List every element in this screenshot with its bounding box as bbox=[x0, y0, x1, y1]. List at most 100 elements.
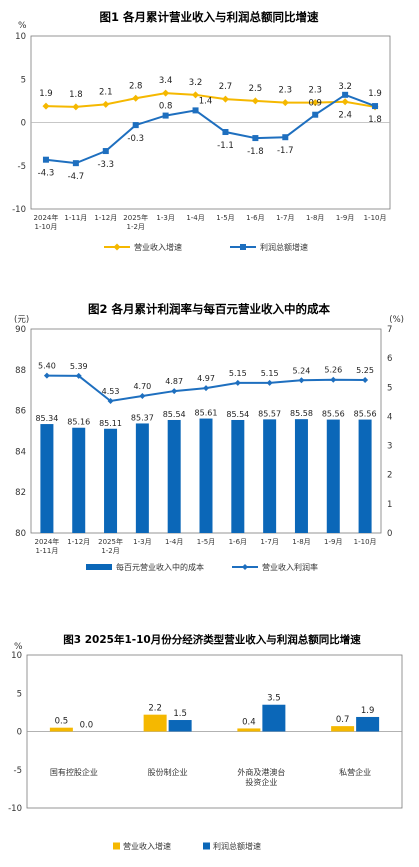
chart-1-data-point bbox=[132, 122, 139, 129]
chart-3-bar-label: 3.5 bbox=[267, 694, 281, 704]
chart-1-data-point bbox=[222, 129, 229, 136]
chart-3-bar bbox=[356, 716, 380, 732]
chart-1-legend-label: 利润总额增速 bbox=[260, 242, 308, 252]
chart-1-data-label: 2.5 bbox=[249, 84, 263, 94]
chart-1-data-label: 2.3 bbox=[279, 86, 293, 96]
chart-2-bar-label: 85.11 bbox=[99, 419, 122, 428]
chart-2-x-tick-label: 1-4月 bbox=[165, 538, 183, 546]
chart-2-left-tick-label: 88 bbox=[15, 366, 26, 376]
chart-2-bar bbox=[326, 419, 340, 533]
chart-1-data-label: 2.7 bbox=[219, 82, 233, 92]
chart-1-x-tick-label: 1-7月 bbox=[276, 214, 294, 222]
chart-2-legend-label: 营业收入利润率 bbox=[262, 562, 318, 572]
chart-1-data-label: 2.8 bbox=[129, 81, 143, 91]
chart-2-left-unit: (元) bbox=[14, 315, 29, 325]
chart-2-bar bbox=[40, 424, 54, 533]
chart-2-x-tick-label: 1-5月 bbox=[197, 538, 215, 546]
chart-2-line-point bbox=[330, 376, 337, 383]
chart-2-bar-label: 85.56 bbox=[354, 410, 377, 419]
chart-1-x-tick-label: 2025年 bbox=[123, 213, 148, 222]
chart-3-legend-label: 营业收入增速 bbox=[123, 841, 171, 851]
chart-3-bar bbox=[262, 704, 286, 732]
chart-1-data-label: 0.8 bbox=[159, 102, 173, 112]
chart-3-bar-label: 2.2 bbox=[148, 704, 162, 714]
chart-2-bar-label: 85.57 bbox=[258, 409, 281, 418]
chart-2-line-point bbox=[171, 388, 178, 395]
chart-1-data-point bbox=[72, 103, 80, 111]
chart-1-data-point bbox=[282, 134, 289, 141]
chart-2-bar bbox=[72, 427, 86, 533]
chart-1-data-label: 2.3 bbox=[308, 86, 322, 96]
chart-1-x-tick-label: 1-12月 bbox=[94, 214, 117, 222]
chart-2-bar-label: 85.54 bbox=[226, 410, 249, 419]
chart-2-line-point bbox=[298, 377, 305, 384]
chart-1-y-tick-label: -10 bbox=[12, 205, 26, 215]
chart-1-series-line bbox=[45, 93, 376, 165]
chart-1-x-tick-label: 1-2月 bbox=[126, 223, 144, 231]
chart-2-line-point bbox=[203, 385, 209, 392]
chart-2-legend-label: 每百元营业收入中的成本 bbox=[116, 562, 204, 572]
chart-3: 图3 2025年1-10月份分经济类型营业收入与利润总额同比增速 % 10 5 0 -… bbox=[8, 633, 403, 851]
chart-2-line-label: 5.24 bbox=[293, 366, 311, 375]
chart-1: 图1 各月累计营业收入与利润总额同比增速 % 1050-5-102024年1-1… bbox=[12, 10, 391, 252]
chart-2-bar bbox=[167, 419, 181, 533]
chart-1-title: 图1 各月累计营业收入与利润总额同比增速 bbox=[99, 10, 319, 24]
chart-1-data-point bbox=[221, 95, 229, 103]
chart-2-line-point bbox=[234, 379, 241, 386]
chart-2-bar bbox=[294, 419, 308, 533]
chart-3-bar bbox=[49, 727, 73, 732]
chart-3-bar-label: 0.7 bbox=[336, 715, 350, 725]
chart-1-x-tick-label: 1-9月 bbox=[336, 214, 354, 222]
chart-1-data-label: 1.8 bbox=[69, 90, 83, 100]
chart-3-bar bbox=[168, 720, 192, 732]
chart-1-data-point bbox=[162, 112, 169, 119]
chart-1-x-tick-label: 1-5月 bbox=[216, 214, 234, 222]
chart-1-x-tick-label: 1-10月 bbox=[35, 223, 58, 231]
chart-2-right-tick-label: 1 bbox=[387, 500, 392, 510]
chart-2-line-label: 4.70 bbox=[133, 382, 151, 391]
chart-1-data-point bbox=[42, 156, 49, 163]
chart-2-line-point bbox=[362, 377, 369, 383]
chart-2-x-tick-label: 2024年 bbox=[34, 537, 59, 546]
chart-1-y-tick-label: 10 bbox=[15, 32, 26, 42]
chart-1-data-label: 3.2 bbox=[189, 78, 203, 88]
chart-2-right-tick-label: 2 bbox=[387, 471, 392, 481]
chart-3-y-tick-label: -5 bbox=[14, 766, 22, 776]
chart-2-x-tick-label: 1-10月 bbox=[354, 538, 377, 546]
chart-1-data-point bbox=[281, 99, 289, 107]
chart-2-right-tick-label: 7 bbox=[387, 325, 392, 335]
chart-2-bar bbox=[231, 419, 245, 533]
chart-1-data-point bbox=[312, 111, 319, 118]
chart-1-data-point bbox=[192, 107, 199, 114]
chart-2-left-tick-label: 86 bbox=[15, 407, 26, 417]
chart-2-x-tick-label: 1-11月 bbox=[35, 547, 58, 555]
chart-3-y-unit: % bbox=[14, 642, 23, 652]
chart-2-bar-label: 85.37 bbox=[131, 413, 154, 422]
chart-1-x-tick-label: 1-4月 bbox=[186, 214, 204, 222]
chart-1-x-tick-label: 1-10月 bbox=[364, 214, 387, 222]
chart-1-data-label: -1.7 bbox=[277, 146, 294, 156]
chart-2-bar-label: 85.54 bbox=[163, 410, 186, 419]
chart-1-data-point bbox=[251, 97, 259, 105]
chart-1-data-point bbox=[342, 91, 349, 98]
chart-1-y-tick-label: 0 bbox=[21, 119, 26, 129]
chart-3-bar bbox=[237, 728, 261, 732]
chart-1-x-tick-label: 1-6月 bbox=[246, 214, 264, 222]
chart-1-x-tick-label: 1-8月 bbox=[306, 214, 324, 222]
chart-2-bar bbox=[104, 428, 118, 533]
chart-1-series-line bbox=[45, 92, 376, 108]
chart-1-data-point bbox=[252, 135, 259, 142]
chart-2-line-label: 5.39 bbox=[70, 362, 88, 371]
chart-1-data-point bbox=[102, 100, 110, 108]
chart-1-data-label: -1.1 bbox=[217, 141, 234, 151]
chart-2-bar-label: 85.34 bbox=[35, 414, 58, 423]
chart-1-x-tick-label: 2024年 bbox=[34, 213, 59, 222]
chart-1-x-tick-label: 1-11月 bbox=[64, 214, 87, 222]
chart-3-x-tick-label: 投资企业 bbox=[245, 777, 277, 787]
chart-2-line-label: 5.40 bbox=[38, 362, 56, 371]
chart-2-x-tick-label: 1-6月 bbox=[229, 538, 247, 546]
chart-1-data-label: -4.7 bbox=[68, 172, 85, 182]
chart-3-y-tick-label: 0 bbox=[17, 728, 22, 738]
chart-1-legend-marker bbox=[113, 243, 121, 251]
chart-3-bar-label: 1.9 bbox=[361, 706, 375, 716]
